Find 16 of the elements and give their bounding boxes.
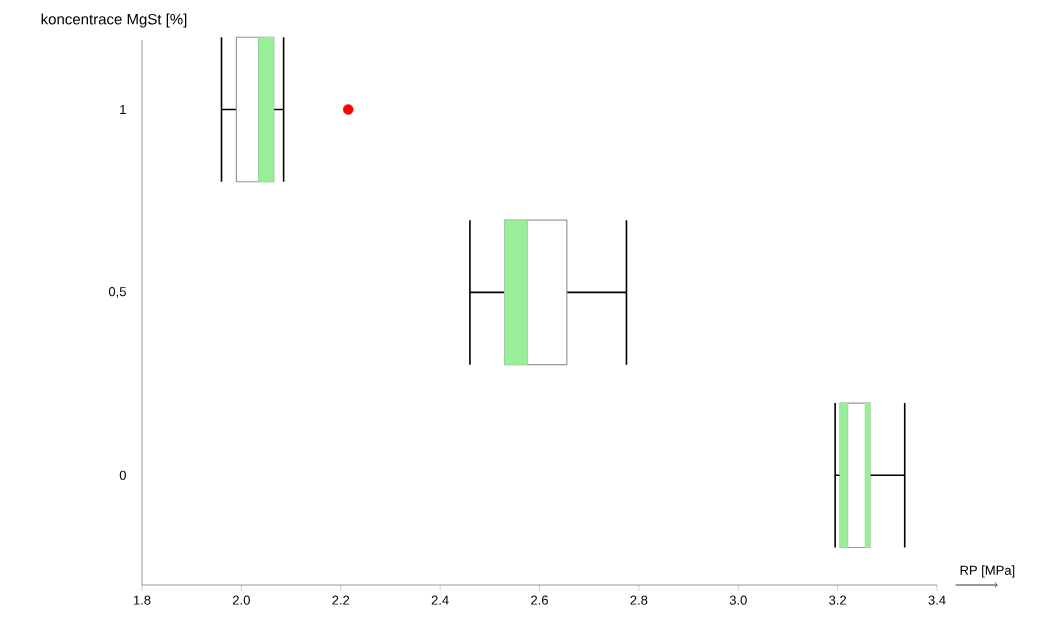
x-tick-label: 2.0 <box>233 595 250 605</box>
y-tick-label: 1 <box>120 105 126 114</box>
y-tick-label: 0 <box>119 470 126 480</box>
bar <box>864 402 871 548</box>
x-tick-label: 3.0 <box>729 595 747 605</box>
y-axis-title: koncentrace MgSt [%] <box>41 13 187 28</box>
x-tick-label: 3.2 <box>829 595 847 605</box>
x-axis-title: RP [MPa] <box>960 565 1015 578</box>
x-tick-label: 1.8 <box>133 595 151 605</box>
x-tick-label: 3.4 <box>928 595 946 605</box>
bar <box>839 402 848 548</box>
x-tick-label: 2.2 <box>332 595 350 605</box>
x-tick-label: 2.4 <box>431 595 449 605</box>
x-tick-label: 2.8 <box>630 595 648 605</box>
x-tick-label: 2.6 <box>531 595 548 605</box>
y-tick-label: 0,5 <box>108 287 126 298</box>
